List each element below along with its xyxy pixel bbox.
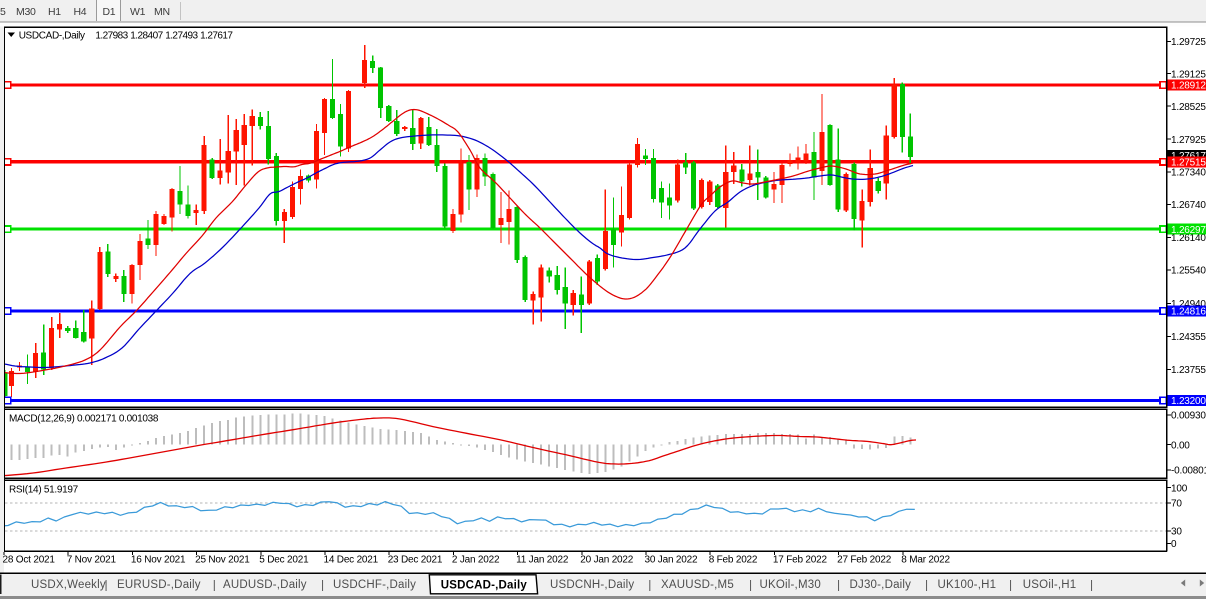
svg-text:DJ30-,Daily: DJ30-,Daily xyxy=(850,579,912,591)
svg-text:1.26297: 1.26297 xyxy=(1171,225,1206,236)
svg-text:5 Dec 2021: 5 Dec 2021 xyxy=(259,554,309,565)
svg-text:30: 30 xyxy=(1171,526,1182,537)
svg-text:1.29125: 1.29125 xyxy=(1171,69,1206,80)
svg-text:1.26140: 1.26140 xyxy=(1171,233,1206,244)
svg-text:7 Nov 2021: 7 Nov 2021 xyxy=(67,554,117,565)
svg-text:RSI(14) 51.9197: RSI(14) 51.9197 xyxy=(9,485,79,496)
svg-text:|: | xyxy=(648,578,651,592)
svg-text:MN: MN xyxy=(154,6,170,18)
svg-text:23 Dec 2021: 23 Dec 2021 xyxy=(388,554,443,565)
svg-text:|: | xyxy=(1009,578,1012,592)
svg-text:8 Mar 2022: 8 Mar 2022 xyxy=(901,554,950,565)
svg-text:8 Feb 2022: 8 Feb 2022 xyxy=(709,554,758,565)
svg-text:1.24816: 1.24816 xyxy=(1171,307,1206,318)
svg-text:20 Jan 2022: 20 Jan 2022 xyxy=(580,554,633,565)
svg-text:1.23755: 1.23755 xyxy=(1171,365,1206,376)
svg-text:1.27983: 1.27983 xyxy=(95,30,128,41)
svg-text:UK100-,H1: UK100-,H1 xyxy=(938,579,997,591)
svg-text:EURUSD-,Daily: EURUSD-,Daily xyxy=(117,579,201,591)
svg-text:|: | xyxy=(1090,578,1093,592)
svg-text:5: 5 xyxy=(0,6,6,18)
svg-text:MACD(12,26,9) 0.002171 0.00103: MACD(12,26,9) 0.002171 0.001038 xyxy=(9,414,159,425)
svg-text:1.24940: 1.24940 xyxy=(1171,299,1206,310)
svg-text:|: | xyxy=(321,578,324,592)
svg-text:D1: D1 xyxy=(103,6,116,18)
svg-text:USDCAD-,Daily: USDCAD-,Daily xyxy=(19,30,85,41)
svg-text:1.23200: 1.23200 xyxy=(1171,396,1206,407)
svg-text:70: 70 xyxy=(1171,498,1182,509)
svg-text:14 Dec 2021: 14 Dec 2021 xyxy=(324,554,379,565)
svg-text:30 Jan 2022: 30 Jan 2022 xyxy=(645,554,698,565)
svg-text:17 Feb 2022: 17 Feb 2022 xyxy=(773,554,828,565)
svg-text:1.25540: 1.25540 xyxy=(1171,266,1206,277)
svg-text:0.00: 0.00 xyxy=(1171,440,1190,451)
svg-text:XAUUSD-,M5: XAUUSD-,M5 xyxy=(661,579,734,591)
svg-text:|: | xyxy=(837,578,840,592)
svg-text:USDX,Weekly: USDX,Weekly xyxy=(31,579,106,591)
svg-text:0: 0 xyxy=(1171,539,1177,550)
svg-text:27 Feb 2022: 27 Feb 2022 xyxy=(837,554,892,565)
svg-text:11 Jan 2022: 11 Jan 2022 xyxy=(516,554,569,565)
svg-text:1.28525: 1.28525 xyxy=(1171,102,1206,113)
svg-text:UKOil-,M30: UKOil-,M30 xyxy=(760,579,821,591)
svg-text:1.27925: 1.27925 xyxy=(1171,135,1206,146)
svg-text:1.28912: 1.28912 xyxy=(1171,81,1206,92)
svg-text:-0.00801: -0.00801 xyxy=(1171,466,1206,477)
svg-text:W1: W1 xyxy=(130,6,146,18)
svg-text:|: | xyxy=(925,578,928,592)
svg-text:1.29725: 1.29725 xyxy=(1171,37,1206,48)
svg-text:M30: M30 xyxy=(16,6,36,18)
svg-text:0.009303: 0.009303 xyxy=(1171,411,1206,422)
svg-text:USDCHF-,Daily: USDCHF-,Daily xyxy=(333,579,416,591)
svg-text:H4: H4 xyxy=(74,6,87,18)
svg-text:100: 100 xyxy=(1171,483,1188,494)
svg-text:|: | xyxy=(213,578,216,592)
svg-text:2 Jan 2022: 2 Jan 2022 xyxy=(452,554,500,565)
svg-text:|: | xyxy=(749,578,752,592)
svg-text:USDCAD-,Daily: USDCAD-,Daily xyxy=(441,580,528,592)
svg-text:1.27515: 1.27515 xyxy=(1171,157,1206,168)
svg-text:1.28407: 1.28407 xyxy=(130,30,163,41)
svg-text:|: | xyxy=(105,578,108,592)
svg-text:16 Nov 2021: 16 Nov 2021 xyxy=(131,554,186,565)
svg-text:USDCNH-,Daily: USDCNH-,Daily xyxy=(550,579,634,591)
svg-text:H1: H1 xyxy=(48,6,61,18)
svg-text:1.24355: 1.24355 xyxy=(1171,332,1206,343)
svg-text:1.27617: 1.27617 xyxy=(200,30,233,41)
svg-text:1.27493: 1.27493 xyxy=(165,30,198,41)
svg-text:1.26740: 1.26740 xyxy=(1171,200,1206,211)
svg-text:25 Nov 2021: 25 Nov 2021 xyxy=(195,554,250,565)
svg-text:AUDUSD-,Daily: AUDUSD-,Daily xyxy=(223,579,307,591)
svg-text:USOil-,H1: USOil-,H1 xyxy=(1023,579,1077,591)
svg-text:28 Oct 2021: 28 Oct 2021 xyxy=(3,554,56,565)
svg-text:1.27340: 1.27340 xyxy=(1171,168,1206,179)
